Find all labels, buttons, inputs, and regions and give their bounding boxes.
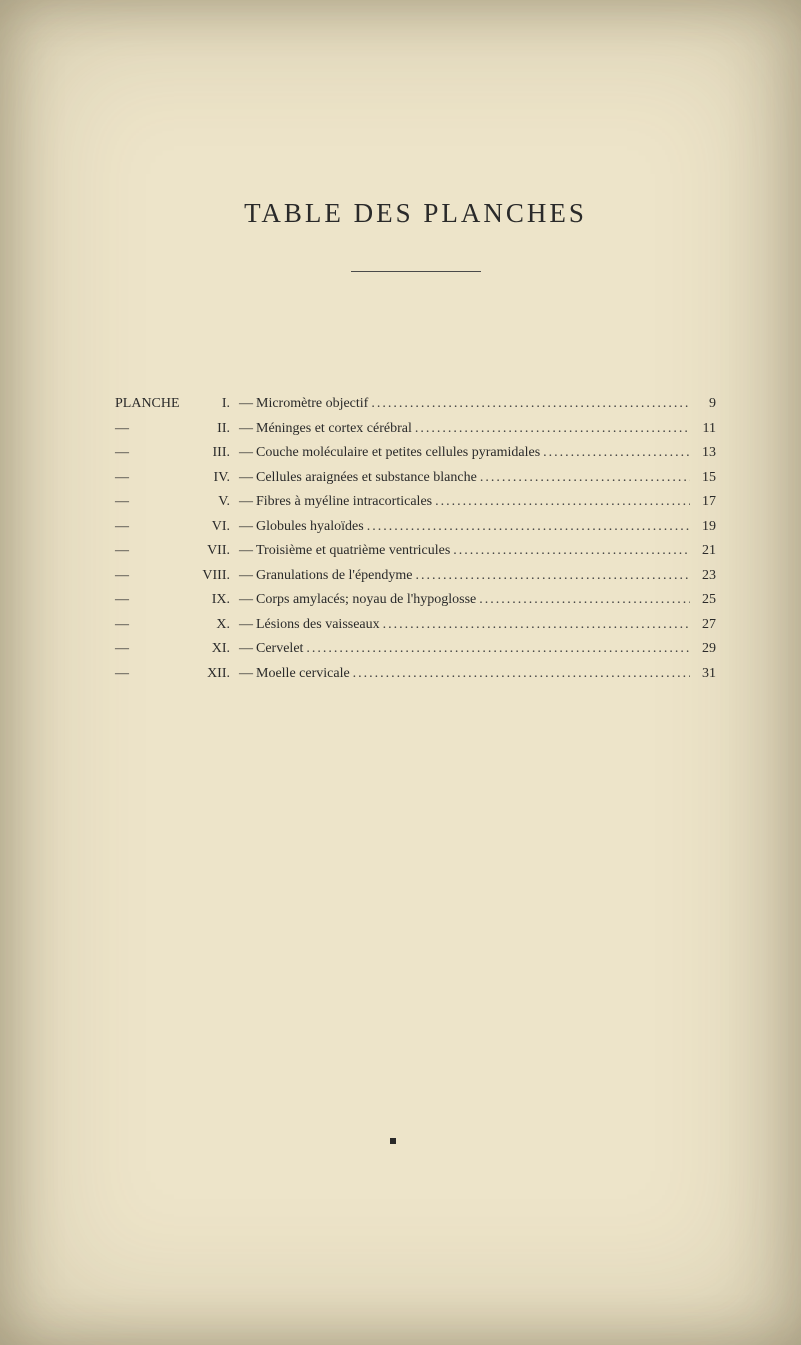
toc-entry: —IV.—Cellules araignées et substance bla… (115, 471, 716, 485)
entry-roman: I. (190, 397, 236, 411)
entry-description: Micromètre objectif (256, 397, 368, 411)
entry-dash: — (236, 593, 256, 607)
entry-description: Troisième et quatrième ventricules (256, 544, 450, 558)
entry-page-number: 17 (690, 495, 716, 509)
entry-page-number: 19 (690, 520, 716, 534)
toc-entry: PLANCHEI.—Micromètre objectif...........… (115, 397, 716, 411)
entry-roman: XII. (190, 667, 236, 681)
entry-description: Fibres à myéline intracorticales (256, 495, 432, 509)
entry-leader-dots: ........................................… (432, 495, 690, 509)
entry-roman: IX. (190, 593, 236, 607)
entry-dash: — (236, 422, 256, 436)
entry-label: — (115, 544, 190, 558)
toc-entry: —III.—Couche moléculaire et petites cell… (115, 446, 716, 460)
entry-description: Lésions des vaisseaux (256, 618, 380, 632)
entry-roman: IV. (190, 471, 236, 485)
entry-dash: — (236, 642, 256, 656)
entry-label: — (115, 667, 190, 681)
entry-leader-dots: ........................................… (477, 471, 690, 485)
entry-dash: — (236, 544, 256, 558)
toc-entries: PLANCHEI.—Micromètre objectif...........… (115, 397, 716, 681)
entry-leader-dots: ........................................… (364, 520, 690, 534)
entry-dash: — (236, 667, 256, 681)
entry-label: — (115, 593, 190, 607)
entry-leader-dots: ........................................… (303, 642, 690, 656)
toc-entry: —V.—Fibres à myéline intracorticales....… (115, 495, 716, 509)
entry-label: — (115, 495, 190, 509)
entry-page-number: 21 (690, 544, 716, 558)
entry-leader-dots: ........................................… (350, 667, 690, 681)
entry-page-number: 27 (690, 618, 716, 632)
toc-entry: —XII.—Moelle cervicale..................… (115, 667, 716, 681)
entry-label: — (115, 520, 190, 534)
entry-dash: — (236, 618, 256, 632)
entry-leader-dots: ........................................… (476, 593, 690, 607)
entry-dash: — (236, 397, 256, 411)
entry-description: Cellules araignées et substance blanche (256, 471, 477, 485)
entry-description: Corps amylacés; noyau de l'hypoglosse (256, 593, 476, 607)
entry-label: — (115, 471, 190, 485)
entry-roman: V. (190, 495, 236, 509)
toc-entry: —II.—Méninges et cortex cérébral........… (115, 422, 716, 436)
toc-entry: —VIII.—Granulations de l'épendyme.......… (115, 569, 716, 583)
entry-roman: VI. (190, 520, 236, 534)
entry-roman: III. (190, 446, 236, 460)
entry-description: Globules hyaloïdes (256, 520, 364, 534)
entry-page-number: 29 (690, 642, 716, 656)
entry-description: Couche moléculaire et petites cellules p… (256, 446, 540, 460)
entry-page-number: 15 (690, 471, 716, 485)
entry-page-number: 23 (690, 569, 716, 583)
entry-leader-dots: ........................................… (540, 446, 690, 460)
entry-label: PLANCHE (115, 397, 190, 411)
entry-page-number: 31 (690, 667, 716, 681)
entry-label: — (115, 569, 190, 583)
toc-entry: —VII.—Troisième et quatrième ventricules… (115, 544, 716, 558)
entry-description: Cervelet (256, 642, 303, 656)
entry-description: Granulations de l'épendyme (256, 569, 412, 583)
entry-leader-dots: ........................................… (412, 422, 690, 436)
entry-label: — (115, 446, 190, 460)
entry-dash: — (236, 569, 256, 583)
entry-label: — (115, 422, 190, 436)
toc-entry: —XI.—Cervelet...........................… (115, 642, 716, 656)
entry-roman: XI. (190, 642, 236, 656)
entry-description: Moelle cervicale (256, 667, 350, 681)
entry-roman: VII. (190, 544, 236, 558)
toc-entry: —X.—Lésions des vaisseaux...............… (115, 618, 716, 632)
decorative-dot (390, 1138, 396, 1144)
entry-page-number: 25 (690, 593, 716, 607)
entry-dash: — (236, 446, 256, 460)
entry-leader-dots: ........................................… (450, 544, 690, 558)
entry-roman: II. (190, 422, 236, 436)
entry-label: — (115, 618, 190, 632)
entry-page-number: 11 (690, 422, 716, 436)
entry-roman: VIII. (190, 569, 236, 583)
page: TABLE DES PLANCHES PLANCHEI.—Micromètre … (0, 0, 801, 681)
entry-page-number: 13 (690, 446, 716, 460)
toc-entry: —VI.—Globules hyaloïdes.................… (115, 520, 716, 534)
entry-leader-dots: ........................................… (368, 397, 690, 411)
entry-page-number: 9 (690, 397, 716, 411)
entry-leader-dots: ........................................… (412, 569, 690, 583)
entry-dash: — (236, 471, 256, 485)
entry-roman: X. (190, 618, 236, 632)
page-title: TABLE DES PLANCHES (115, 198, 716, 229)
entry-label: — (115, 642, 190, 656)
toc-entry: —IX.—Corps amylacés; noyau de l'hypoglos… (115, 593, 716, 607)
entry-dash: — (236, 520, 256, 534)
title-divider (351, 271, 481, 272)
entry-dash: — (236, 495, 256, 509)
entry-description: Méninges et cortex cérébral (256, 422, 412, 436)
entry-leader-dots: ........................................… (380, 618, 690, 632)
